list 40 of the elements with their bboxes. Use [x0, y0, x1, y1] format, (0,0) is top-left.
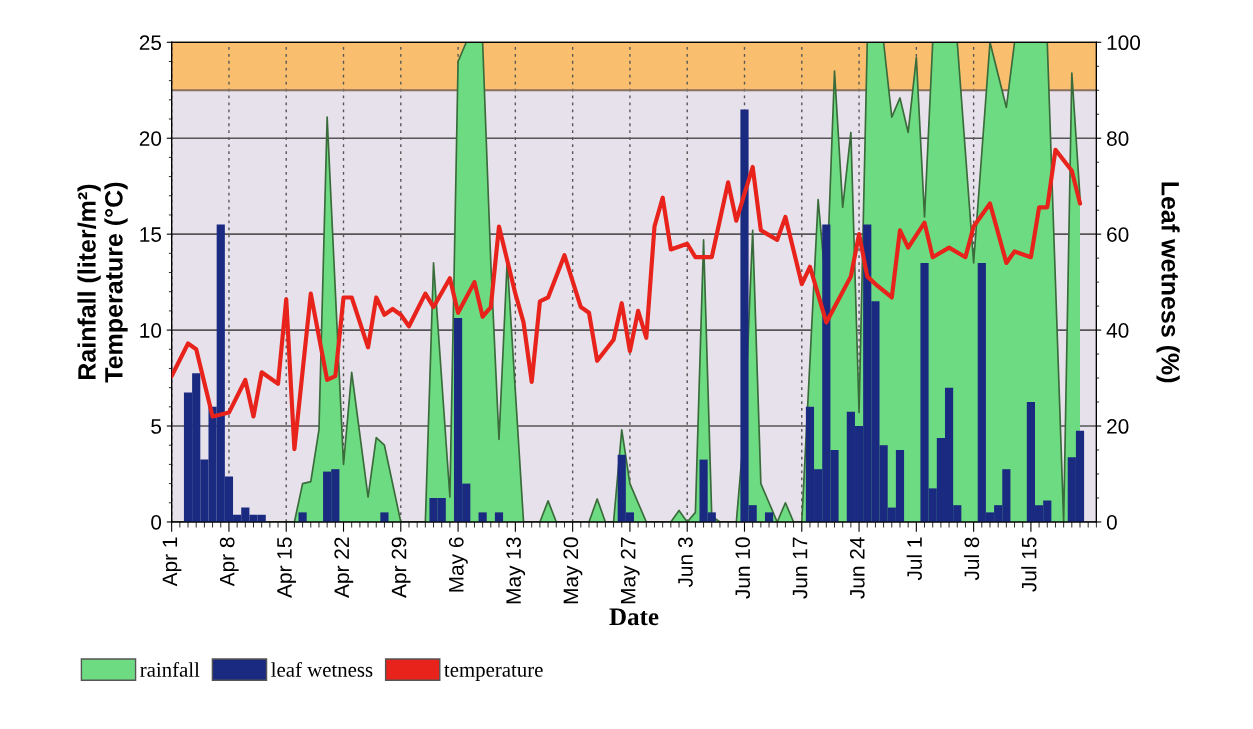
x-tick-label: Jul 8 [963, 537, 980, 581]
y2-tick-label: 20 [1107, 419, 1129, 434]
y-tick-label: 10 [140, 323, 162, 338]
x-tick-label: Jul 15 [1021, 537, 1037, 592]
y-tick-label: 25 [139, 35, 162, 51]
legend-label: temperature [444, 664, 543, 682]
y-tick-label: 15 [140, 227, 162, 242]
x-tick-label: May 6 [448, 537, 468, 592]
bar [380, 512, 389, 522]
bar [298, 512, 307, 522]
y-axis-title: Rainfall (liter/m²) Temperature (°C) [77, 182, 128, 383]
y2-tick-label: 40 [1106, 323, 1129, 338]
bar [764, 512, 774, 522]
x-tick-label: Jun 24 [849, 537, 865, 599]
x-axis-title: Date [609, 608, 659, 626]
y2-tick-label: 0 [1106, 514, 1117, 530]
x-tick-label: Jun 3 [678, 537, 693, 588]
x-tick-label: Jun 17 [792, 537, 808, 599]
legend-label: leaf wetness [271, 661, 373, 677]
y2-tick-label: 100 [1107, 35, 1141, 51]
y-tick-label: 20 [139, 131, 162, 146]
x-tick-label: Jun 10 [735, 537, 751, 599]
y2-tick-label: 80 [1107, 131, 1129, 146]
bar [478, 512, 487, 522]
x-tick-label: May 13 [506, 537, 526, 604]
bar [494, 512, 504, 522]
legend-label: rainfall [140, 661, 200, 677]
x-tick-label: May 20 [563, 537, 583, 604]
x-tick-label: Jul 1 [906, 537, 922, 581]
x-tick-label: Apr 8 [219, 537, 239, 587]
y2-tick-label: 60 [1107, 227, 1129, 242]
x-tick-label: Apr 1 [162, 537, 182, 587]
y-tick-label: 5 [151, 419, 162, 434]
x-tick-label: Apr 29 [391, 537, 411, 598]
x-tick-label: Apr 22 [334, 537, 354, 598]
x-tick-label: May 27 [620, 537, 640, 604]
y-tick-label: 0 [151, 514, 162, 530]
y2-axis-title: Leaf wetness (%) [1156, 182, 1180, 383]
line-series [171, 147, 1083, 452]
x-tick-label: Apr 15 [277, 537, 296, 598]
